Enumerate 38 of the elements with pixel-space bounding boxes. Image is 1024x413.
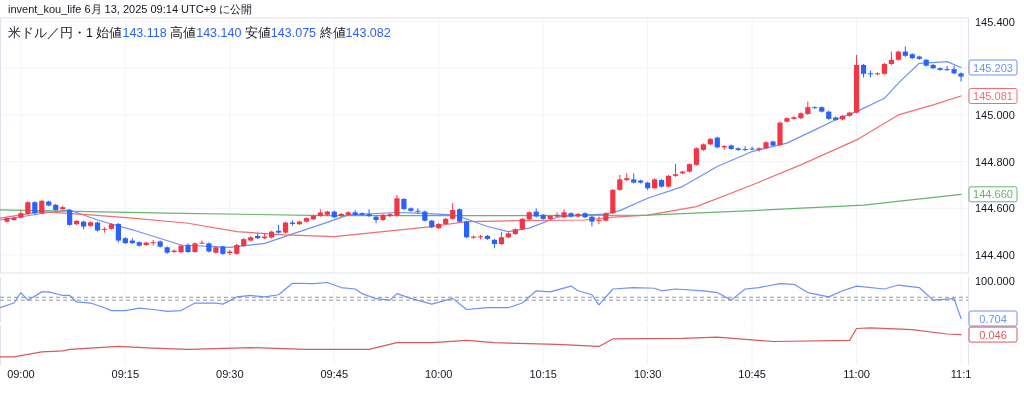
x-tick-label: 10:45 — [738, 368, 766, 380]
candlestick — [115, 222, 121, 243]
line-series — [0, 193, 962, 217]
candlestick — [693, 146, 699, 167]
x-tick-label: 09:45 — [320, 368, 349, 380]
y-tick-label: 145.000 — [975, 108, 1015, 121]
x-tick-label: 11:1 — [950, 368, 972, 380]
y-tick-label: 144.800 — [975, 155, 1015, 168]
y-tick-label: 145.400 — [975, 15, 1015, 28]
candlestick — [958, 71, 964, 83]
x-tick-label: 09:00 — [7, 368, 35, 380]
candlestick — [575, 212, 581, 218]
x-tick-label: 11:00 — [843, 368, 870, 380]
y-tick-label: 144.600 — [975, 202, 1015, 215]
annotation: 0.046 — [979, 328, 1007, 341]
candlestick — [756, 146, 762, 153]
annotation: 144.660 — [973, 188, 1013, 201]
x-tick-label: 09:15 — [111, 368, 140, 380]
text: 100.000 — [975, 275, 1015, 287]
y-tick-label: 144.400 — [975, 249, 1015, 262]
line-series — [0, 95, 962, 238]
candlestick — [589, 215, 595, 228]
line-series — [0, 61, 962, 248]
chart-title: invent_kou_life 6月 13, 2025 09:14 UTC+9 に公開 — [8, 3, 253, 15]
candlestick — [610, 188, 616, 215]
candlestick — [749, 146, 755, 151]
candlestick — [373, 215, 379, 224]
x-tick-label: 10:15 — [529, 368, 557, 380]
text: 米ドル／円・1 始値143.118 高値143.140 安値143.075 終値143.082 — [8, 25, 391, 40]
annotation: 145.203 — [973, 61, 1013, 74]
candlestick — [101, 226, 108, 234]
annotation: 0.704 — [979, 312, 1007, 325]
x-tick-label: 09:30 — [216, 368, 244, 380]
candlestick — [937, 66, 943, 72]
x-tick-label: 10:00 — [424, 368, 453, 380]
x-tick-label: 10:30 — [633, 368, 662, 380]
annotation: 145.081 — [973, 89, 1013, 102]
candlestick — [777, 121, 783, 147]
